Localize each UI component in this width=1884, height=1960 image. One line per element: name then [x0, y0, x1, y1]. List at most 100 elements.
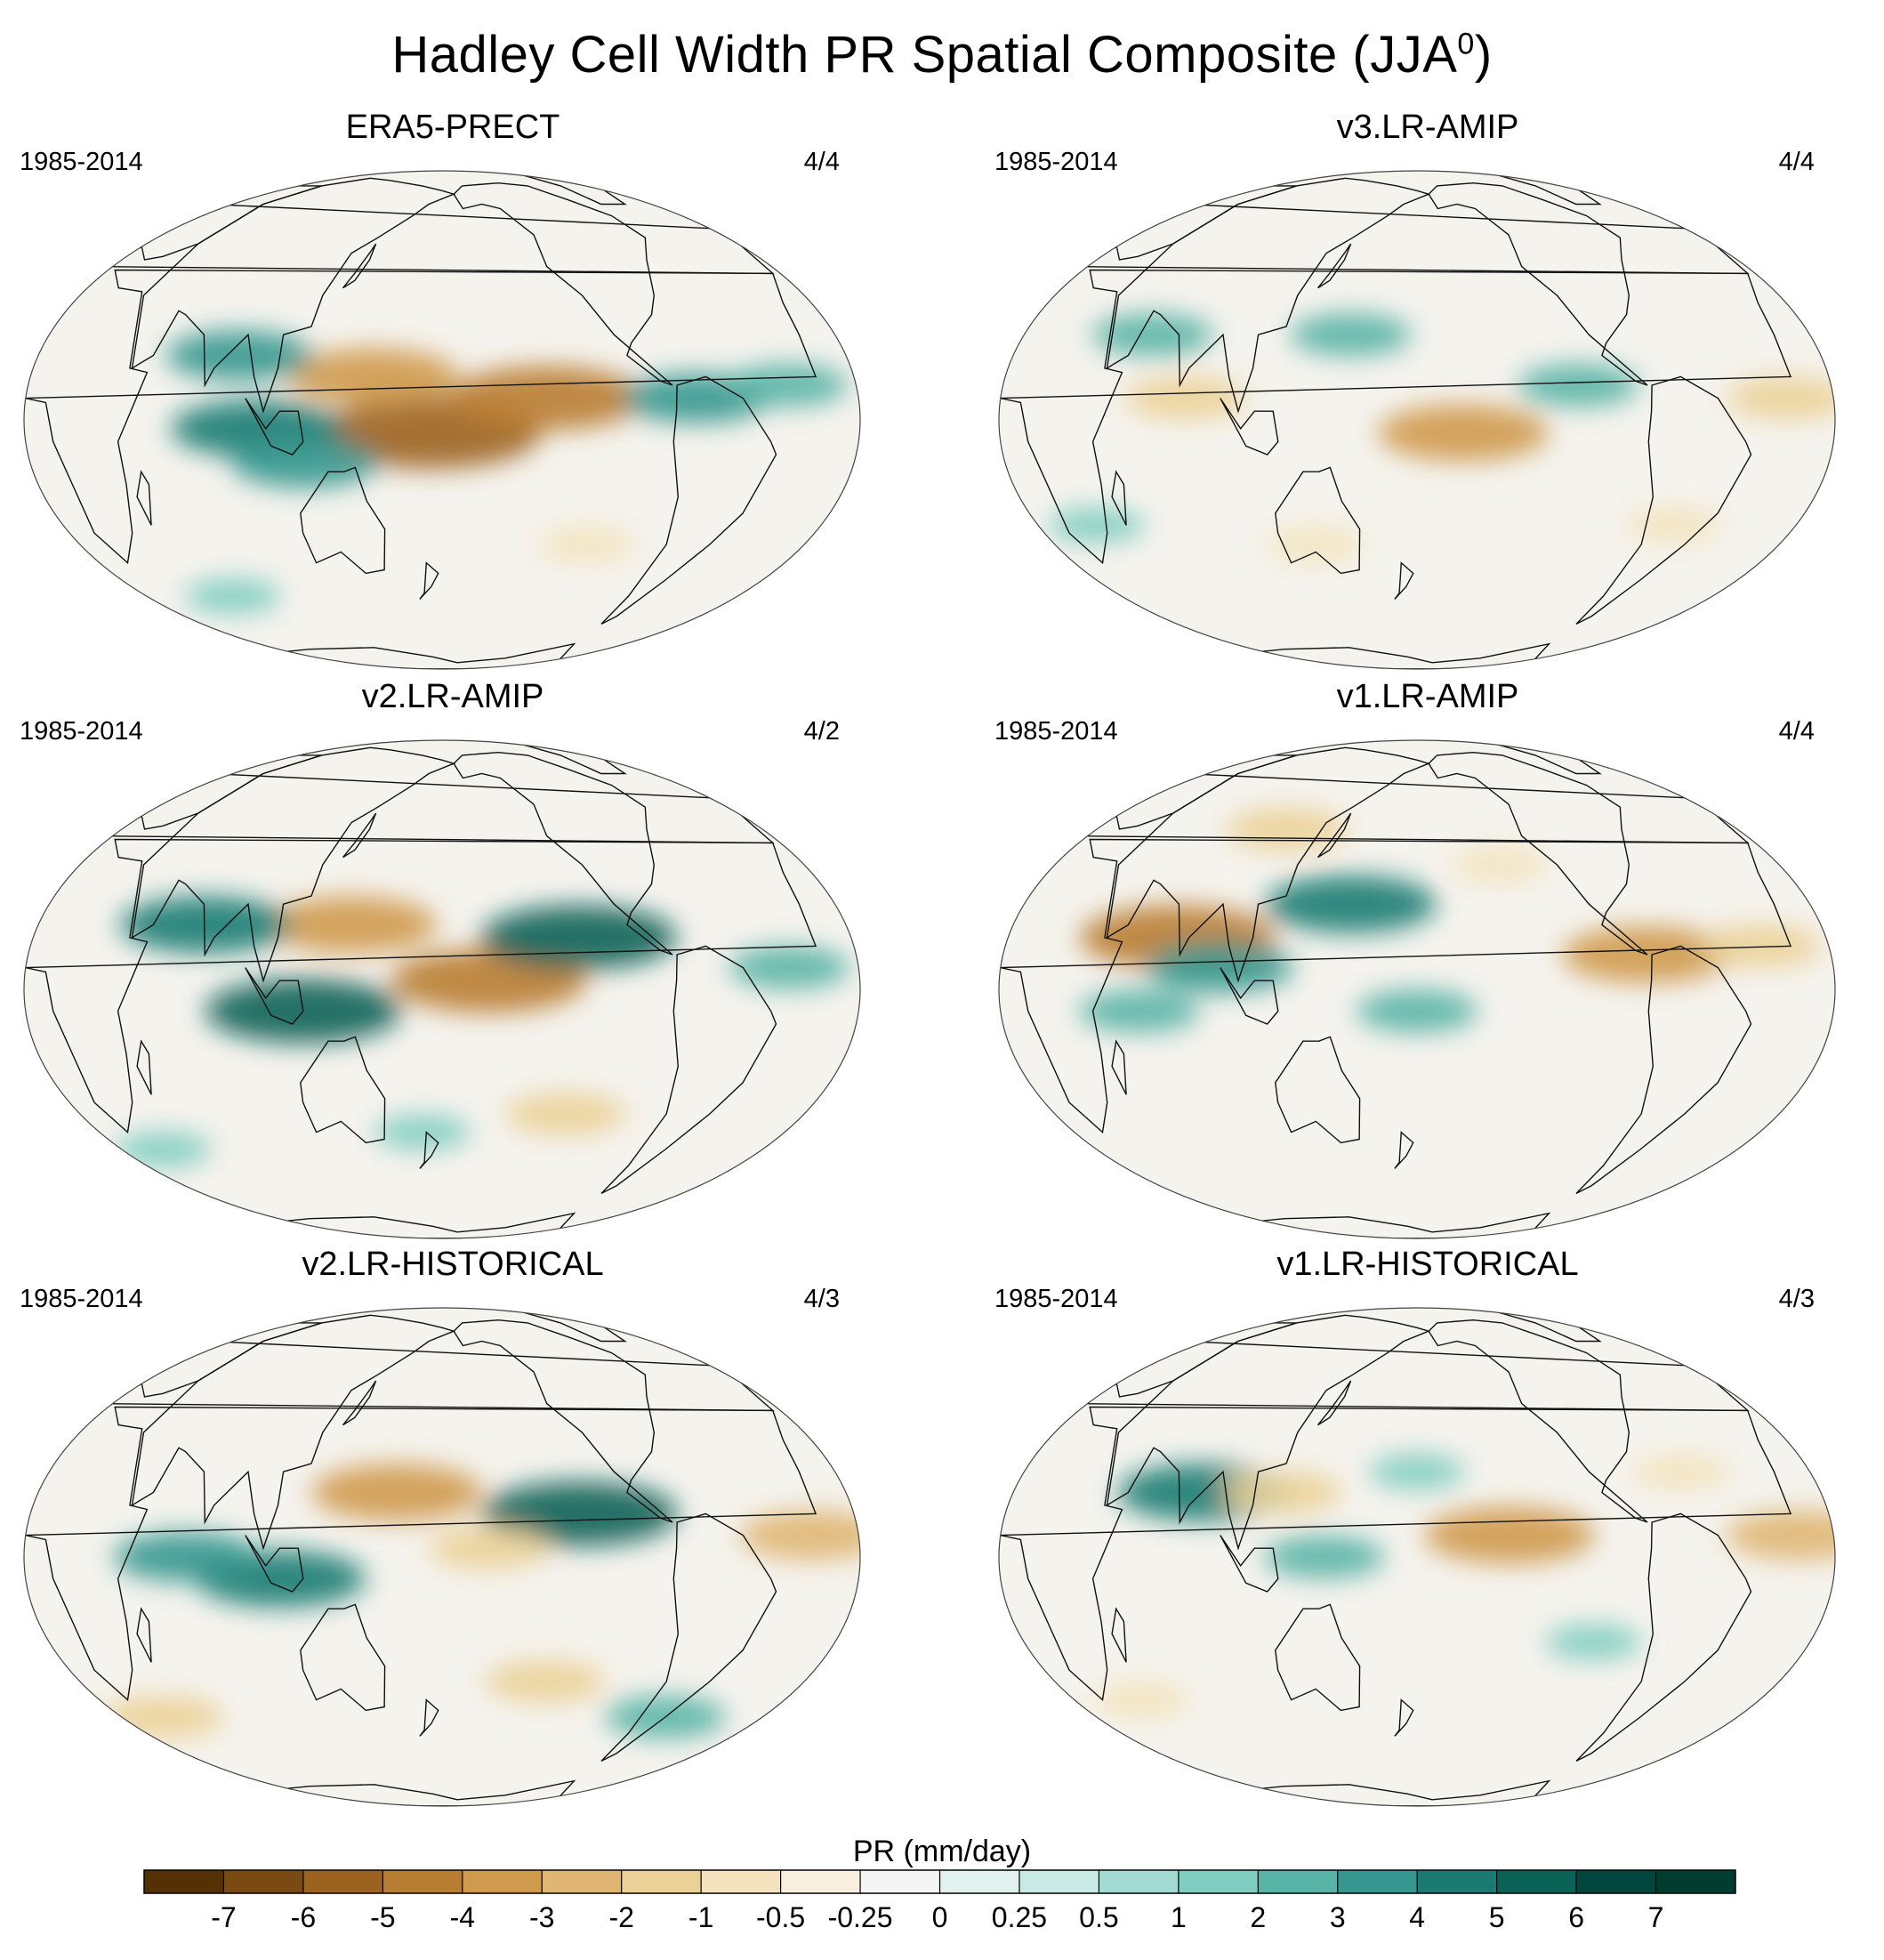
- colorbar: -7 -6 -5 -4 -3 -2 -1 -0.5 -0.25 0 0.25 0.5 1 2 3 4 5 6 7: [0, 1868, 1884, 1960]
- colorbar-swatch: [940, 1870, 1020, 1893]
- precip-anomaly: [166, 331, 312, 381]
- colorbar-swatch: [144, 1870, 224, 1893]
- colorbar-swatch: [542, 1870, 622, 1893]
- precip-anomaly: [1048, 507, 1144, 543]
- precip-anomaly: [1266, 527, 1362, 562]
- colorbar-tick-label: 7: [1648, 1901, 1664, 1933]
- colorbar-tick-label: 5: [1489, 1901, 1505, 1933]
- colorbar-label: PR (mm/day): [0, 1835, 1884, 1869]
- colorbar-tick-label: -4: [450, 1901, 475, 1933]
- colorbar-tick-label: -1: [688, 1901, 713, 1933]
- precip-anomaly: [1357, 989, 1477, 1032]
- map-plot: [986, 162, 1848, 678]
- colorbar-tick-label: 4: [1409, 1901, 1425, 1933]
- map-plot: [11, 731, 874, 1247]
- colorbar-swatch: [1417, 1870, 1497, 1893]
- precip-anomaly: [1701, 924, 1822, 967]
- colorbar-swatch: [1099, 1870, 1179, 1893]
- map-plot: [11, 1299, 874, 1815]
- map-plot: [986, 1299, 1848, 1815]
- map-plot: [986, 731, 1848, 1247]
- panel-title: v1.LR-AMIP: [978, 678, 1877, 716]
- colorbar-tick-label: -3: [529, 1901, 554, 1933]
- precip-anomaly: [485, 1660, 606, 1703]
- precip-anomaly: [288, 348, 459, 405]
- precip-anomaly: [102, 1696, 223, 1738]
- colorbar-tick-label: 0.5: [1079, 1901, 1118, 1933]
- colorbar-tick-label: 2: [1250, 1901, 1266, 1933]
- precip-anomaly: [1291, 313, 1412, 356]
- precip-anomaly: [1633, 1454, 1729, 1489]
- precip-anomaly: [311, 1464, 482, 1521]
- precip-anomaly: [538, 527, 634, 562]
- map-panel-v3-amip: v3.LR-AMIP 1985-2014 4/4: [978, 109, 1877, 678]
- figure-title-text: Hadley Cell Width PR Spatial Composite (…: [391, 26, 1457, 84]
- colorbar-swatch: [223, 1870, 303, 1893]
- precip-anomaly: [505, 1093, 626, 1135]
- colorbar-swatch: [1179, 1870, 1259, 1893]
- colorbar-swatch: [463, 1870, 543, 1893]
- precip-anomaly: [448, 367, 644, 431]
- precip-anomaly: [727, 364, 848, 407]
- precip-anomaly: [1727, 377, 1848, 420]
- precip-anomaly: [374, 1115, 471, 1150]
- colorbar-swatch: [701, 1870, 781, 1893]
- colorbar-swatch: [781, 1870, 861, 1893]
- colorbar-tick-label: 1: [1171, 1901, 1187, 1933]
- panel-title: v2.LR-AMIP: [4, 678, 902, 716]
- precip-anomaly: [1094, 1682, 1190, 1718]
- precip-anomaly: [1369, 1454, 1465, 1489]
- map-background: [999, 740, 1835, 1238]
- precip-anomaly: [185, 578, 281, 614]
- figure-title: Hadley Cell Width PR Spatial Composite (…: [0, 25, 1884, 85]
- colorbar-swatch: [1338, 1870, 1418, 1893]
- colorbar-tick-label: 0: [932, 1901, 948, 1933]
- precip-anomaly: [481, 906, 677, 970]
- map-panel-v2-amip: v2.LR-AMIP 1985-2014 4/2: [4, 678, 902, 1247]
- colorbar-swatch: [1497, 1870, 1577, 1893]
- map-panel-v1-amip: v1.LR-AMIP 1985-2014 4/4: [978, 678, 1877, 1247]
- colorbar-swatch: [382, 1870, 463, 1893]
- colorbar-tick-label: 3: [1330, 1901, 1346, 1933]
- precip-anomaly: [1221, 1472, 1342, 1514]
- map-panel-era5: ERA5-PRECT 1985-2014 4/4: [4, 109, 902, 678]
- precip-anomaly: [1625, 507, 1721, 543]
- precip-anomaly: [231, 439, 377, 488]
- figure-title-superscript: 0: [1457, 28, 1474, 61]
- colorbar-swatch: [1019, 1870, 1099, 1893]
- panel-title: ERA5-PRECT: [4, 109, 902, 147]
- precip-anomaly: [729, 947, 849, 989]
- colorbar-swatch: [303, 1870, 383, 1893]
- colorbar-swatch: [1258, 1870, 1338, 1893]
- colorbar-tick-label: -6: [291, 1901, 316, 1933]
- map-background: [999, 1308, 1835, 1806]
- colorbar-tick-label: -7: [211, 1901, 236, 1933]
- precip-anomaly: [1079, 989, 1200, 1032]
- colorbar-tick-label: -0.25: [828, 1901, 893, 1933]
- precip-anomaly: [1424, 1507, 1595, 1564]
- colorbar-tick-label: 6: [1568, 1901, 1584, 1933]
- precip-anomaly: [115, 1132, 211, 1167]
- panel-title: v3.LR-AMIP: [978, 109, 1877, 147]
- colorbar-swatch: [622, 1870, 702, 1893]
- precip-anomaly: [267, 897, 438, 954]
- colorbar-swatch: [1656, 1870, 1736, 1893]
- colorbar-swatch: [1576, 1870, 1656, 1893]
- precip-anomaly: [1378, 405, 1549, 462]
- precip-anomaly: [1264, 1536, 1385, 1578]
- map-plot: [11, 162, 874, 678]
- colorbar-tick-label: -0.5: [756, 1901, 805, 1933]
- colorbar-tick-label: -2: [608, 1901, 633, 1933]
- colorbar-swatch: [860, 1870, 940, 1893]
- precip-anomaly: [114, 1532, 260, 1582]
- panel-title: v1.LR-HISTORICAL: [978, 1246, 1877, 1284]
- map-panel-v2-historical: v2.LR-HISTORICAL 1985-2014 4/3: [4, 1246, 902, 1815]
- precip-anomaly: [428, 1527, 549, 1569]
- colorbar-tick-label: -5: [370, 1901, 395, 1933]
- precip-anomaly: [1452, 847, 1548, 883]
- panel-title: v2.LR-HISTORICAL: [4, 1246, 902, 1284]
- colorbar-tick-label: 0.25: [992, 1901, 1047, 1933]
- figure-title-suffix: ): [1475, 26, 1493, 84]
- precip-anomaly: [1545, 1625, 1641, 1660]
- map-panel-v1-historical: v1.LR-HISTORICAL 1985-2014 4/3: [978, 1246, 1877, 1815]
